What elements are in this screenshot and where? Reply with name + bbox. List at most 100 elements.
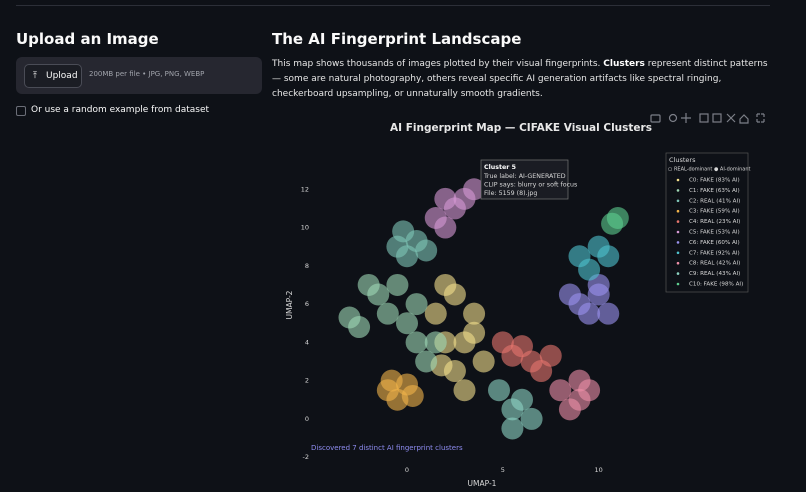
y-tick-label: 0 <box>305 415 309 423</box>
tooltip-line: Cluster 5 <box>484 164 516 171</box>
camera-icon[interactable] <box>650 114 661 123</box>
point <box>405 293 428 316</box>
legend-marker <box>676 209 680 213</box>
checkbox-label[interactable]: Or use a random example from dataset <box>31 105 210 115</box>
x-axis-label: UMAP-1 <box>468 479 497 488</box>
legend-marker <box>676 199 680 203</box>
x-tick-label: 5 <box>501 466 505 474</box>
legend-label: C3: FAKE (59% AI) <box>689 209 740 215</box>
point <box>380 369 403 392</box>
y-tick-label: 8 <box>305 262 309 270</box>
autoscale-icon[interactable] <box>726 113 736 123</box>
point <box>357 273 380 296</box>
pan-icon[interactable] <box>681 113 691 123</box>
plot-area <box>338 178 629 440</box>
point <box>392 220 415 243</box>
point <box>453 379 476 402</box>
y-tick-label: 12 <box>301 185 309 193</box>
upload-hint: 200MB per file • JPG, PNG, WEBP <box>89 70 205 78</box>
zoom-out-icon[interactable] <box>712 113 722 123</box>
legend-note: ○ REAL-dominant ● AI-dominant <box>668 167 750 173</box>
reset-icon[interactable] <box>739 114 749 124</box>
legend-label: C9: REAL (43% AI) <box>689 271 740 277</box>
description-text: represent distinct patterns — some are n… <box>272 59 768 99</box>
point <box>405 331 428 354</box>
tooltip-line: True label: AI-GENERATED <box>483 173 566 180</box>
upload-title: Upload an Image <box>16 30 159 48</box>
x-tick-label: 10 <box>595 466 603 474</box>
point <box>463 302 486 325</box>
legend-label: C8: REAL (42% AI) <box>689 261 740 267</box>
legend-label: C4: REAL (23% AI) <box>689 219 740 225</box>
fullscreen-icon[interactable] <box>756 113 765 123</box>
description: This map shows thousands of images plott… <box>272 57 772 102</box>
x-tick-label: 0 <box>405 466 409 474</box>
legend-marker <box>676 261 680 265</box>
y-tick-label: 4 <box>305 338 309 346</box>
section-title: The AI Fingerprint Landscape <box>272 30 522 48</box>
point <box>396 245 418 268</box>
legend-label: C10: FAKE (98% AI) <box>689 282 743 288</box>
point <box>597 302 620 325</box>
point <box>415 239 438 262</box>
point <box>578 258 601 281</box>
legend-label: C7: FAKE (92% AI) <box>689 250 740 256</box>
point <box>415 350 438 373</box>
legend-marker <box>676 272 680 275</box>
point <box>348 316 371 339</box>
point <box>386 273 409 296</box>
y-tick-label: 2 <box>305 377 309 385</box>
legend-label: C2: REAL (41% AI) <box>689 198 740 204</box>
chart-title: AI Fingerprint Map — CIFAKE Visual Clust… <box>390 122 652 134</box>
tooltip-line: File: 5159 (8).jpg <box>484 190 537 197</box>
legend-label: C0: FAKE (83% AI) <box>689 178 740 184</box>
upload-button-label: Upload <box>46 71 78 81</box>
divider <box>16 5 770 6</box>
legend-label: C5: FAKE (53% AI) <box>689 230 740 236</box>
toolbar <box>650 113 765 124</box>
point <box>597 245 620 268</box>
point <box>401 384 424 407</box>
checkbox[interactable] <box>16 106 26 116</box>
legend-marker <box>676 189 680 192</box>
zoom-icon[interactable] <box>668 113 678 123</box>
point <box>463 321 486 344</box>
point <box>549 379 572 402</box>
y-tick-label: 10 <box>301 224 309 232</box>
tooltip-line: CLIP says: blurry or soft focus <box>484 182 577 189</box>
legend-label: C1: FAKE (63% AI) <box>689 188 740 194</box>
zoom-in-icon[interactable] <box>699 113 709 123</box>
legend-marker <box>676 282 680 286</box>
y-axis-label: UMAP-2 <box>285 290 294 319</box>
point <box>434 216 457 239</box>
point <box>511 335 533 358</box>
hover-tooltip <box>480 159 569 200</box>
legend-title: Clusters <box>669 156 696 164</box>
point <box>601 212 624 235</box>
legend-marker <box>676 178 680 182</box>
y-tick-label: -2 <box>303 453 309 461</box>
y-tick-label: 6 <box>305 300 309 308</box>
upload-button[interactable]: ⤒ Upload <box>24 64 82 88</box>
legend-marker <box>676 230 680 234</box>
legend-marker <box>676 220 680 223</box>
point <box>488 379 510 402</box>
description-bold: Clusters <box>603 59 645 69</box>
legend-box <box>665 152 749 293</box>
point <box>501 417 524 440</box>
point <box>424 302 447 325</box>
annotation: Discovered 7 distinct AI fingerprint clu… <box>311 444 463 452</box>
legend-marker <box>676 251 680 255</box>
point <box>530 360 553 383</box>
legend-label: C6: FAKE (60% AI) <box>689 240 740 246</box>
point <box>472 350 495 373</box>
point <box>434 273 457 296</box>
description-text: This map shows thousands of images plott… <box>272 59 604 69</box>
point <box>520 407 543 430</box>
point <box>578 379 601 402</box>
point <box>463 178 486 201</box>
point <box>558 398 581 421</box>
upload-box: ⤒ Upload 200MB per file • JPG, PNG, WEBP <box>16 57 262 94</box>
